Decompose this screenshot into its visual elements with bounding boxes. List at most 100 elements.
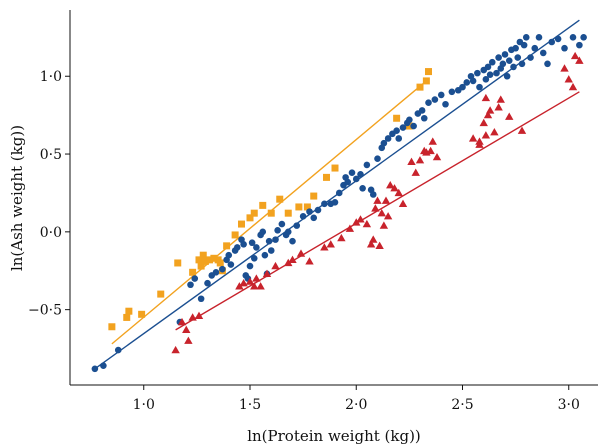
point-circle: [246, 262, 254, 270]
point-triangle: [182, 325, 191, 334]
point-square: [231, 231, 239, 239]
point-circle: [250, 254, 258, 262]
point-triangle: [235, 282, 244, 290]
point-triangle: [398, 199, 408, 207]
point-square: [425, 68, 432, 76]
point-circle: [363, 161, 371, 169]
point-triangle: [250, 282, 259, 290]
point-triangle: [383, 212, 393, 220]
point-circle: [359, 184, 366, 192]
point-circle: [499, 60, 507, 68]
point-circle: [374, 155, 381, 163]
point-circle: [289, 237, 296, 245]
point-circle: [486, 71, 494, 78]
point-triangle: [288, 255, 297, 264]
point-circle: [459, 83, 466, 91]
point-triangle: [345, 224, 355, 232]
point-triangle: [337, 233, 346, 242]
point-triangle: [415, 156, 425, 164]
point-square: [210, 254, 218, 262]
y-tick-label: −0·5: [28, 303, 62, 319]
point-circle: [299, 212, 307, 220]
point-triangle: [373, 196, 382, 204]
point-triangle: [371, 204, 380, 212]
point-triangle: [426, 146, 435, 155]
point-triangle: [411, 168, 420, 176]
point-circle: [321, 200, 328, 208]
point-circle: [531, 44, 539, 52]
point-circle: [248, 239, 256, 247]
y-tick-label: 0·5: [40, 147, 62, 163]
point-circle: [100, 362, 107, 369]
point-circle: [114, 346, 122, 354]
point-triangle: [394, 188, 403, 197]
point-triangle: [356, 215, 365, 223]
point-circle: [469, 77, 477, 85]
point-triangle: [377, 208, 386, 217]
point-circle: [476, 83, 483, 91]
point-square: [199, 251, 207, 259]
point-circle: [261, 251, 269, 259]
point-circle: [253, 244, 260, 251]
point-triangle: [305, 257, 314, 265]
point-triangle: [564, 75, 573, 83]
point-triangle: [481, 93, 491, 102]
point-circle: [293, 222, 301, 229]
axes: [69, 10, 598, 386]
point-square: [295, 203, 303, 211]
point-circle: [539, 49, 547, 57]
point-triangle: [494, 103, 503, 111]
point-circle: [484, 63, 492, 71]
point-circle: [197, 295, 205, 303]
point-triangle: [468, 134, 478, 142]
point-circle: [418, 107, 426, 114]
point-square: [138, 310, 146, 318]
point-square: [189, 268, 197, 276]
point-circle: [284, 228, 292, 236]
point-circle: [495, 54, 502, 61]
point-square: [250, 209, 258, 217]
point-circle: [278, 220, 286, 228]
point-triangle: [245, 277, 255, 285]
point-circle: [219, 265, 226, 273]
point-circle: [503, 72, 511, 80]
point-triangle: [483, 110, 493, 119]
point-triangle: [262, 269, 272, 278]
point-triangle: [485, 106, 495, 114]
point-circle: [225, 251, 233, 259]
point-triangle: [490, 128, 499, 136]
point-circle: [91, 365, 99, 373]
point-circle: [544, 60, 551, 68]
point-circle: [512, 44, 519, 52]
y-tick-label: 0·0: [40, 225, 62, 241]
point-circle: [344, 178, 352, 186]
point-square: [223, 242, 231, 250]
point-circle: [510, 63, 517, 71]
point-circle: [191, 275, 199, 282]
point-triangle: [296, 249, 306, 257]
point-circle: [352, 175, 360, 183]
point-square: [174, 259, 182, 267]
point-triangle: [256, 282, 265, 290]
point-triangle: [407, 157, 416, 165]
y-tick-label: 1·0: [40, 69, 62, 85]
point-square: [238, 220, 245, 228]
x-tick-label: 2·5: [451, 397, 473, 413]
x-tick-label: 2·0: [345, 397, 367, 413]
point-circle: [569, 34, 577, 41]
point-circle: [442, 100, 449, 108]
point-triangle: [379, 221, 389, 229]
point-triangle: [479, 118, 488, 127]
point-circle: [380, 139, 388, 147]
point-circle: [488, 58, 496, 66]
point-circle: [554, 35, 562, 43]
point-square: [331, 164, 339, 172]
point-circle: [240, 240, 247, 248]
point-triangle: [326, 240, 335, 248]
point-triangle: [271, 261, 280, 270]
point-circle: [437, 91, 445, 99]
point-triangle: [284, 258, 293, 267]
point-triangle: [560, 64, 569, 72]
point-square: [123, 313, 131, 321]
point-triangle: [381, 196, 391, 204]
